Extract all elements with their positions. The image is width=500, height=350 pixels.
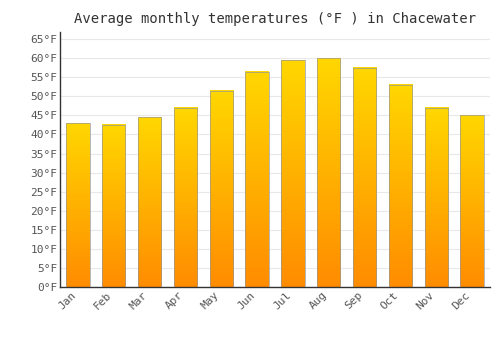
Bar	[138, 117, 161, 287]
Title: Average monthly temperatures (°F ) in Chacewater: Average monthly temperatures (°F ) in Ch…	[74, 12, 476, 26]
Bar	[353, 68, 376, 287]
Bar	[389, 85, 412, 287]
Bar	[66, 123, 90, 287]
Bar	[317, 58, 340, 287]
Bar	[210, 91, 233, 287]
Bar	[460, 116, 483, 287]
Bar	[424, 108, 448, 287]
Bar	[102, 125, 126, 287]
Bar	[282, 60, 304, 287]
Bar	[174, 108, 197, 287]
Bar	[246, 71, 268, 287]
